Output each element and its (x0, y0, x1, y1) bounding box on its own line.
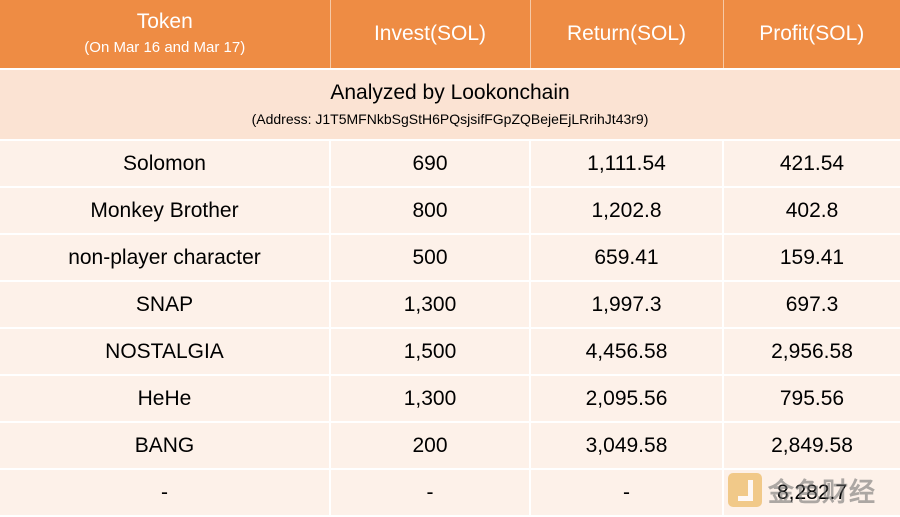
cell-profit: 421.54 (723, 140, 900, 188)
band-address: (Address: J1T5MFNkbSgStH6PQsjsifFGpZQBej… (251, 110, 649, 127)
cell-invest: 200 (330, 422, 531, 470)
header-invest: Invest(SOL) (330, 0, 531, 70)
cell-token: HeHe (0, 375, 331, 423)
cell-token: - (0, 469, 331, 517)
cell-profit: 795.56 (723, 375, 900, 423)
cell-invest: 1,300 (330, 281, 531, 329)
table-row: BANG 200 3,049.58 2,849.58 (0, 422, 900, 470)
cell-profit: 402.8 (723, 187, 900, 235)
cell-return: 1,111.54 (530, 140, 724, 188)
cell-profit: 2,849.58 (723, 422, 900, 470)
cell-token: SNAP (0, 281, 331, 329)
header-token-sub: (On Mar 16 and Mar 17) (84, 39, 246, 56)
header-return: Return(SOL) (530, 0, 724, 70)
cell-token: Monkey Brother (0, 187, 331, 235)
table-row: SNAP 1,300 1,997.3 697.3 (0, 281, 900, 329)
cell-return: - (530, 469, 724, 517)
table-row: Monkey Brother 800 1,202.8 402.8 (0, 187, 900, 235)
table-row: HeHe 1,300 2,095.56 795.56 (0, 375, 900, 423)
cell-return: 4,456.58 (530, 328, 724, 376)
cell-token: Solomon (0, 140, 331, 188)
header-row: Token (On Mar 16 and Mar 17) Invest(SOL)… (0, 0, 900, 70)
table-row: NOSTALGIA 1,500 4,456.58 2,956.58 (0, 328, 900, 376)
cell-invest: 1,500 (330, 328, 531, 376)
band-title: Analyzed by Lookonchain (330, 80, 570, 104)
cell-invest: 1,300 (330, 375, 531, 423)
cell-invest: 690 (330, 140, 531, 188)
cell-invest: 800 (330, 187, 531, 235)
header-token: Token (On Mar 16 and Mar 17) (0, 0, 331, 70)
cell-return: 3,049.58 (530, 422, 724, 470)
cell-profit: 159.41 (723, 234, 900, 282)
watermark: 金色财经 (728, 470, 898, 510)
analysis-band: Analyzed by Lookonchain (Address: J1T5MF… (0, 69, 900, 141)
header-profit: Profit(SOL) (723, 0, 900, 70)
cell-return: 1,997.3 (530, 281, 724, 329)
watermark-text: 金色财经 (768, 477, 877, 508)
cell-token: BANG (0, 422, 331, 470)
table-row: non-player character 500 659.41 159.41 (0, 234, 900, 282)
cell-return: 659.41 (530, 234, 724, 282)
analysis-band-cell: Analyzed by Lookonchain (Address: J1T5MF… (0, 69, 900, 141)
jinse-logo-icon (728, 473, 762, 507)
cell-return: 1,202.8 (530, 187, 724, 235)
cell-return: 2,095.56 (530, 375, 724, 423)
header-token-label: Token (136, 10, 193, 33)
cell-invest: 500 (330, 234, 531, 282)
table-row: Solomon 690 1,111.54 421.54 (0, 140, 900, 188)
cell-token: NOSTALGIA (0, 328, 331, 376)
cell-token: non-player character (0, 234, 331, 282)
cell-profit: 2,956.58 (723, 328, 900, 376)
cell-profit: 697.3 (723, 281, 900, 329)
cell-invest: - (330, 469, 531, 517)
